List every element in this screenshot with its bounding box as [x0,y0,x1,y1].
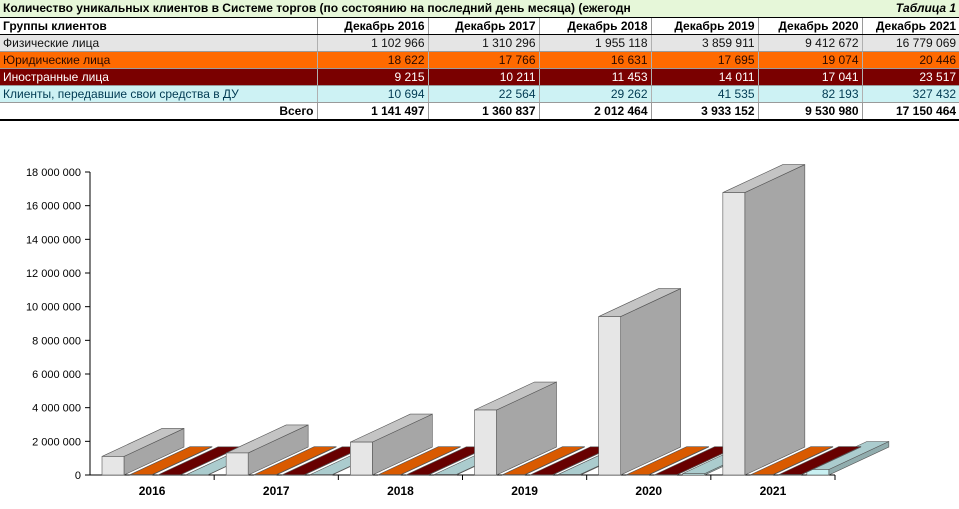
bar-2016-s3 [185,474,209,476]
table-cell: 16 631 [538,51,652,69]
bar-2016-s0 [101,456,125,476]
table-number-label: Таблица 1 [651,0,959,17]
total-cell: 17 150 464 [861,101,959,121]
group-column-header: Группы клиентов [0,16,317,35]
table-cell: 17 695 [650,51,759,69]
bar-2017-s0 [225,452,249,476]
table-cell: 9 215 [316,68,428,86]
bar-2020-s3 [682,473,705,476]
bar-2017-s2 [281,474,305,476]
table-header-row: Группы клиентов Декабрь 2016 Декабрь 201… [0,16,959,35]
bar-side-2021-s0 [744,164,806,476]
bar-2021-s0 [722,192,746,476]
total-cell: 1 141 497 [316,101,428,121]
bar-2020-s1 [626,474,649,476]
table-cell: 20 446 [861,51,959,69]
table-cell: 82 193 [757,85,863,103]
table-row-total: Всего 1 141 497 1 360 837 2 012 464 3 93… [0,101,959,121]
table-row-individuals: Физические лица 1 102 966 1 310 296 1 95… [0,34,959,52]
bar-2020-s0 [598,316,621,476]
row-label: Юридические лица [0,51,317,69]
table-cell: 10 694 [316,85,428,103]
y-tick-label: 14 000 000 [26,234,81,246]
bar-2018-s3 [434,474,457,476]
bar-2018-s1 [378,474,401,476]
row-label: Физические лица [0,34,317,52]
table-cell: 1 310 296 [427,34,539,52]
table-cell: 17 766 [427,51,539,69]
bar-2018-s2 [406,474,429,476]
table-title-row: Количество уникальных клиентов в Системе… [0,0,959,17]
total-label: Всего [0,101,317,121]
table-cell: 3 859 911 [650,34,759,52]
y-tick-label: 2 000 000 [32,436,81,448]
row-label: Клиенты, передавшие свои средства в ДУ [0,85,317,103]
clients-table: Количество уникальных клиентов в Системе… [0,0,959,121]
x-category-label: 2021 [760,484,787,498]
table-title: Количество уникальных клиентов в Системе… [0,0,652,17]
table-cell: 16 779 069 [861,34,959,52]
table-cell: 23 517 [861,68,959,86]
x-category-label: 2019 [511,484,538,498]
chart-bars [101,164,890,476]
bar-2019-s0 [474,409,497,476]
column-header-2019: Декабрь 2019 [650,16,759,35]
y-tick-label: 12 000 000 [26,268,81,280]
clients-table-container: Количество уникальных клиентов в Системе… [0,0,959,121]
chart-axes [85,171,836,480]
bar-2020-s2 [654,474,677,476]
column-header-2016: Декабрь 2016 [316,16,428,35]
total-cell: 9 530 980 [757,101,863,121]
table-cell: 18 622 [316,51,428,69]
bar-2017-s1 [253,474,277,476]
y-tick-label: 8 000 000 [32,335,81,347]
column-header-2020: Декабрь 2020 [757,16,863,35]
bar-2016-s1 [129,474,153,476]
total-cell: 3 933 152 [650,101,759,121]
table-cell: 1 102 966 [316,34,428,52]
y-tick-label: 10 000 000 [26,302,81,314]
x-category-label: 2018 [387,484,414,498]
bar-2017-s3 [309,474,333,476]
clients-3d-bar-chart: 0 2 000 000 4 000 000 6 000 000 8 000 000 10 … [26,164,890,498]
y-tick-label: 6 000 000 [32,369,81,381]
bar-2016-s2 [157,474,181,476]
table-cell: 19 074 [757,51,863,69]
table-cell: 14 011 [650,68,759,86]
table-row-foreign: Иностранные лица 9 215 10 211 11 453 14 … [0,68,959,86]
bar-2019-s3 [558,474,581,476]
table-row-trust-management: Клиенты, передавшие свои средства в ДУ 1… [0,85,959,103]
total-cell: 2 012 464 [538,101,652,121]
x-category-label: 2017 [263,484,290,498]
y-tick-label: 0 [75,470,81,482]
chart-labels: 0 2 000 000 4 000 000 6 000 000 8 000 000 10 … [26,167,787,498]
table-cell: 17 041 [757,68,863,86]
y-tick-label: 16 000 000 [26,201,81,213]
column-header-2017: Декабрь 2017 [427,16,539,35]
column-header-2018: Декабрь 2018 [538,16,652,35]
y-tick-label: 18 000 000 [26,167,81,179]
bar-2019-s2 [530,474,553,476]
y-tick-label: 4 000 000 [32,403,81,415]
row-label: Иностранные лица [0,68,317,86]
bar-2019-s1 [502,474,525,476]
x-category-label: 2020 [635,484,662,498]
bar-2021-s1 [750,474,774,476]
total-cell: 1 360 837 [427,101,539,121]
table-cell: 9 412 672 [757,34,863,52]
table-cell: 1 955 118 [538,34,652,52]
table-row-legal-entities: Юридические лица 18 622 17 766 16 631 17… [0,51,959,69]
table-cell: 327 432 [861,85,959,103]
table-cell: 41 535 [650,85,759,103]
table-cell: 29 262 [538,85,652,103]
bar-2021-s2 [778,474,802,476]
table-cell: 10 211 [427,68,539,86]
bar-side-2020-s0 [620,288,681,476]
bar-2018-s0 [350,441,373,476]
table-cell: 22 564 [427,85,539,103]
x-category-label: 2016 [139,484,166,498]
column-header-2021: Декабрь 2021 [861,16,959,35]
table-cell: 11 453 [538,68,652,86]
